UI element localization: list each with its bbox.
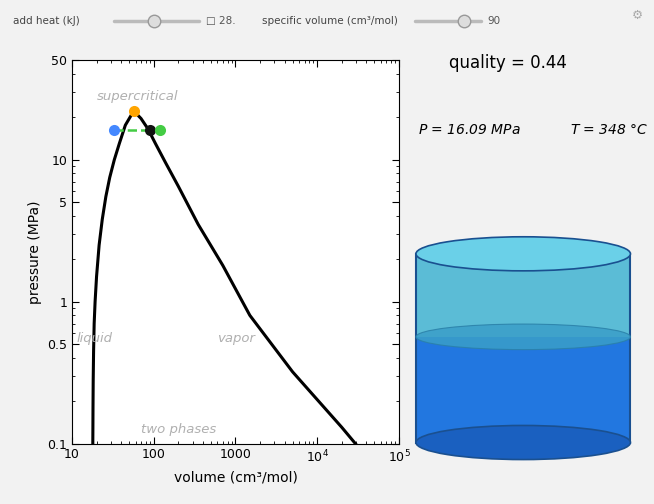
- Text: quality = 0.44: quality = 0.44: [449, 53, 567, 72]
- Text: specific volume (cm³/mol): specific volume (cm³/mol): [262, 17, 398, 26]
- Text: □ 28.: □ 28.: [206, 17, 235, 26]
- Polygon shape: [416, 254, 630, 337]
- Polygon shape: [416, 337, 630, 443]
- Text: supercritical: supercritical: [97, 90, 178, 103]
- Ellipse shape: [416, 237, 630, 271]
- Text: two phases: two phases: [141, 423, 216, 436]
- Y-axis label: pressure (MPa): pressure (MPa): [27, 200, 41, 304]
- Text: $P$ = 16.09 MPa: $P$ = 16.09 MPa: [418, 123, 521, 137]
- Text: vapor: vapor: [217, 332, 255, 345]
- Text: add heat (kJ): add heat (kJ): [13, 17, 80, 26]
- Ellipse shape: [416, 425, 630, 460]
- Text: liquid: liquid: [77, 332, 113, 345]
- X-axis label: volume (cm³/mol): volume (cm³/mol): [173, 471, 298, 484]
- Ellipse shape: [416, 324, 630, 350]
- Text: ⚙: ⚙: [632, 9, 644, 22]
- Text: 90: 90: [487, 17, 500, 26]
- Text: $T$ = 348 °C: $T$ = 348 °C: [570, 123, 648, 137]
